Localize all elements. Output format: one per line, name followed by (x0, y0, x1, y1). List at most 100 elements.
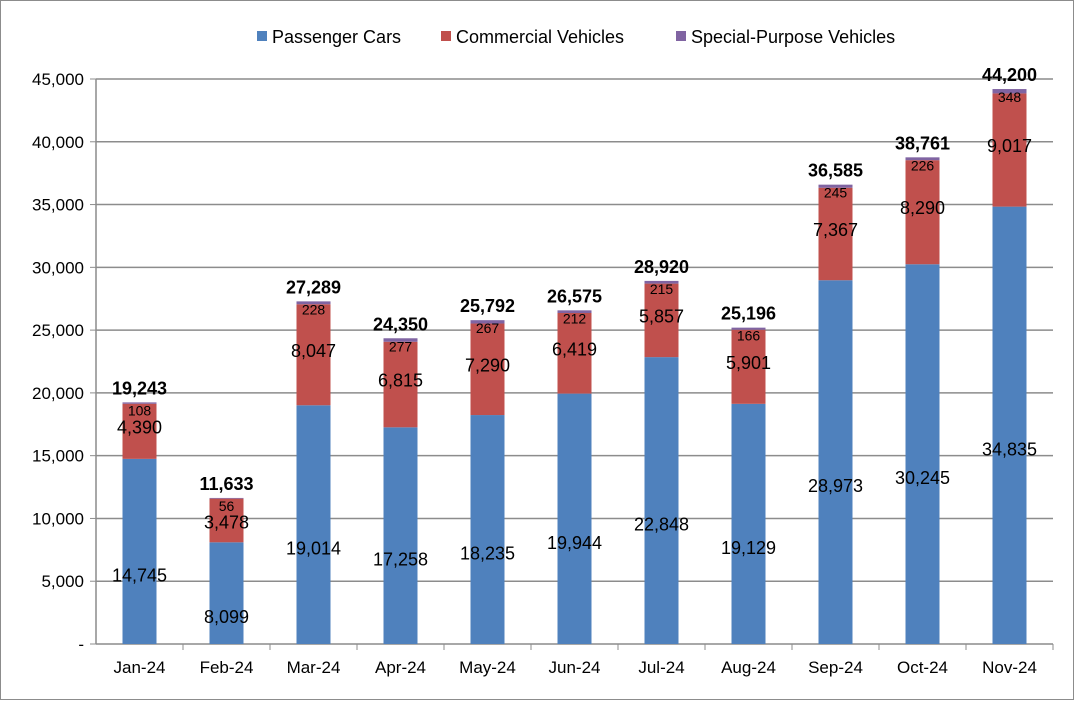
x-tick-label: Aug-24 (721, 658, 776, 677)
data-label: 56 (219, 498, 235, 514)
data-label: 228 (302, 301, 326, 317)
data-label: 212 (563, 310, 587, 326)
y-tick-label: 20,000 (32, 384, 84, 403)
total-label: 36,585 (808, 161, 863, 181)
data-label: 245 (824, 185, 848, 201)
bar-commercial-vehicles (122, 403, 157, 459)
data-label: 348 (998, 89, 1022, 105)
total-label: 44,200 (982, 65, 1037, 85)
data-label: 8,290 (900, 198, 945, 218)
data-label: 14,745 (112, 565, 167, 585)
bar-special-purpose-vehicles (122, 402, 157, 404)
bar-commercial-vehicles (905, 160, 940, 265)
data-label: 28,973 (808, 476, 863, 496)
data-label: 19,944 (547, 533, 602, 553)
bar-commercial-vehicles (644, 283, 679, 358)
bar-passenger-cars (557, 393, 592, 644)
total-label: 26,575 (547, 286, 602, 306)
bar-passenger-cars (296, 405, 331, 644)
x-tick-label: Jan-24 (114, 658, 166, 677)
legend-label: Special-Purpose Vehicles (691, 27, 895, 47)
data-label: 3,478 (204, 513, 249, 533)
y-tick-label: 30,000 (32, 258, 84, 277)
bar-commercial-vehicles (731, 329, 766, 404)
x-tick-label: Sep-24 (808, 658, 863, 677)
data-label: 4,390 (117, 418, 162, 438)
data-label: 19,014 (286, 539, 341, 559)
legend-label: Passenger Cars (272, 27, 401, 47)
data-label: 166 (737, 328, 761, 344)
legend-swatch (676, 31, 686, 41)
legend-swatch (441, 31, 451, 41)
data-label: 5,857 (639, 306, 684, 326)
data-label: 8,047 (291, 341, 336, 361)
bar-passenger-cars (383, 427, 418, 644)
bar-special-purpose-vehicles (644, 280, 679, 284)
x-tick-label: Apr-24 (375, 658, 426, 677)
bar-passenger-cars (122, 458, 157, 644)
y-tick-label: 15,000 (32, 447, 84, 466)
bar-special-purpose-vehicles (209, 497, 244, 499)
y-tick-label: 25,000 (32, 321, 84, 340)
bar-passenger-cars (470, 415, 505, 644)
data-label: 7,290 (465, 355, 510, 375)
total-label: 25,792 (460, 296, 515, 316)
data-label: 215 (650, 281, 674, 297)
total-label: 28,920 (634, 257, 689, 277)
bar-passenger-cars (905, 264, 940, 644)
bar-commercial-vehicles (992, 93, 1027, 207)
data-label: 17,258 (373, 550, 428, 570)
bar-commercial-vehicles (383, 341, 418, 428)
bar-special-purpose-vehicles (296, 301, 331, 305)
bar-passenger-cars (731, 403, 766, 644)
bar-commercial-vehicles (818, 187, 853, 281)
data-label: 6,815 (378, 371, 423, 391)
x-tick-label: Jun-24 (549, 658, 601, 677)
bar-special-purpose-vehicles (992, 89, 1027, 94)
bar-special-purpose-vehicles (818, 184, 853, 188)
data-label: 9,017 (987, 136, 1032, 156)
total-label: 25,196 (721, 304, 776, 324)
bar-commercial-vehicles (209, 498, 244, 543)
bar-special-purpose-vehicles (470, 320, 505, 324)
data-label: 226 (911, 157, 935, 173)
x-tick-label: Oct-24 (897, 658, 948, 677)
data-label: 19,129 (721, 538, 776, 558)
data-label: 5,901 (726, 353, 771, 373)
bar-special-purpose-vehicles (383, 338, 418, 342)
data-label: 267 (476, 320, 500, 336)
total-label: 27,289 (286, 277, 341, 297)
x-tick-label: Jul-24 (638, 658, 684, 677)
x-tick-label: Mar-24 (287, 658, 341, 677)
bar-special-purpose-vehicles (905, 157, 940, 161)
y-tick-label: 45,000 (32, 70, 84, 89)
data-label: 8,099 (204, 607, 249, 627)
bar-passenger-cars (644, 357, 679, 644)
bar-commercial-vehicles (557, 312, 592, 394)
bar-special-purpose-vehicles (557, 310, 592, 313)
data-label: 277 (389, 338, 413, 354)
legend-label: Commercial Vehicles (456, 27, 624, 47)
data-label: 7,367 (813, 220, 858, 240)
y-tick-label: 35,000 (32, 196, 84, 215)
y-tick-label: 5,000 (41, 572, 84, 591)
bar-commercial-vehicles (470, 323, 505, 416)
legend-swatch (257, 31, 267, 41)
bar-passenger-cars (209, 542, 244, 644)
x-tick-label: Feb-24 (200, 658, 254, 677)
data-label: 18,235 (460, 544, 515, 564)
y-tick-label: 10,000 (32, 509, 84, 528)
bar-special-purpose-vehicles (731, 327, 766, 330)
data-label: 30,245 (895, 468, 950, 488)
y-tick-label: 40,000 (32, 133, 84, 152)
total-label: 38,761 (895, 133, 950, 153)
bar-commercial-vehicles (296, 304, 331, 406)
data-label: 22,848 (634, 515, 689, 535)
total-label: 11,633 (199, 474, 253, 494)
x-tick-label: May-24 (459, 658, 516, 677)
bar-passenger-cars (818, 280, 853, 644)
y-tick-label: - (78, 635, 84, 654)
data-label: 108 (128, 402, 152, 418)
bar-passenger-cars (992, 206, 1027, 644)
